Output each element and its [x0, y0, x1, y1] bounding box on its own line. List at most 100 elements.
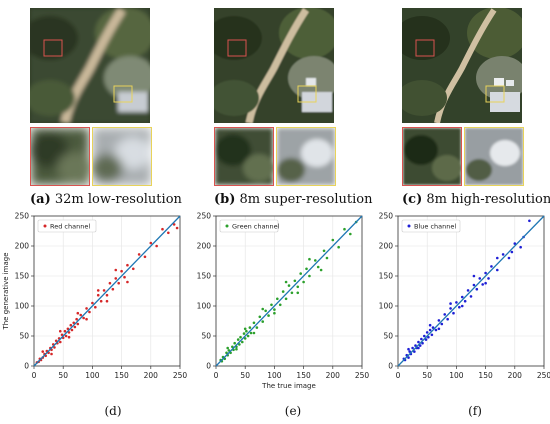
- data-point: [305, 267, 308, 271]
- data-point: [238, 343, 241, 346]
- data-point: [137, 253, 141, 256]
- legend: Red channel: [37, 219, 97, 233]
- legend: Blue channel: [401, 219, 461, 233]
- x-tick-label: 250: [537, 371, 550, 380]
- data-point: [175, 226, 179, 230]
- data-point: [76, 322, 80, 326]
- data-point: [449, 302, 452, 305]
- data-point: [235, 347, 238, 351]
- data-point: [88, 310, 91, 314]
- y-tick-label: 0: [206, 362, 211, 371]
- data-point: [293, 279, 297, 283]
- satellite-image-low-res: [30, 8, 150, 123]
- data-point: [243, 327, 247, 331]
- legend-label: Green channel: [232, 223, 280, 231]
- data-point: [484, 271, 487, 275]
- data-point: [458, 305, 461, 309]
- data-point: [463, 299, 467, 303]
- data-point: [287, 284, 291, 287]
- data-point: [308, 257, 311, 261]
- data-point: [519, 245, 522, 249]
- satellite-image-high-res: [402, 8, 522, 123]
- data-point: [469, 295, 473, 298]
- data-point: [296, 285, 300, 289]
- y-tick-label: 50: [383, 332, 393, 341]
- x-tick-label: 100: [449, 371, 464, 380]
- y-tick-label: 150: [379, 272, 394, 281]
- data-point: [475, 287, 479, 291]
- data-point: [290, 291, 294, 295]
- x-tick-label: 50: [422, 371, 432, 380]
- data-point: [481, 283, 484, 286]
- data-point: [460, 295, 464, 299]
- data-point: [302, 280, 305, 284]
- data-point: [248, 326, 252, 329]
- data-point: [261, 307, 265, 311]
- zoom-inset-yellow-a: [92, 127, 152, 186]
- data-point: [243, 337, 247, 340]
- reference-line: [33, 215, 181, 367]
- data-point: [85, 307, 88, 310]
- data-point: [337, 245, 340, 249]
- data-point: [161, 227, 164, 231]
- zoom-inset-red-a: [30, 127, 90, 186]
- caption-a: (a) 32m low-resolution: [30, 192, 182, 207]
- data-point: [507, 256, 511, 260]
- data-point: [226, 346, 229, 350]
- data-point: [82, 316, 85, 320]
- data-point: [414, 344, 417, 347]
- data-point: [155, 244, 158, 248]
- data-point: [478, 277, 482, 280]
- plot-frame: [215, 215, 363, 367]
- y-tick-label: 0: [388, 362, 393, 371]
- x-tick-label: 150: [296, 371, 311, 380]
- data-point: [443, 313, 447, 316]
- caption-e: (e): [284, 404, 302, 418]
- legend-box: [401, 219, 461, 233]
- data-point: [54, 339, 58, 343]
- data-point: [446, 317, 449, 321]
- data-point: [284, 280, 288, 284]
- data-point: [428, 328, 432, 332]
- data-point: [513, 242, 517, 245]
- data-point: [299, 272, 302, 275]
- data-point: [63, 329, 67, 333]
- data-point: [420, 337, 423, 341]
- data-point: [239, 335, 242, 339]
- caption-d: (d): [104, 404, 122, 418]
- data-point: [102, 289, 106, 292]
- x-tick-label: 0: [396, 371, 401, 380]
- data-point: [126, 263, 129, 267]
- data-point: [431, 326, 435, 329]
- data-point: [41, 350, 45, 353]
- data-point: [460, 304, 464, 308]
- data-point: [53, 346, 56, 349]
- x-tick-label: 200: [144, 371, 159, 380]
- zoom-inset-yellow-c: [464, 127, 524, 186]
- data-point: [472, 283, 476, 287]
- y-axis-label: The generative image: [2, 252, 10, 330]
- data-point: [64, 334, 68, 338]
- data-point: [172, 223, 176, 226]
- data-point: [455, 301, 458, 304]
- data-point: [75, 317, 78, 321]
- data-point: [437, 327, 441, 331]
- data-point: [319, 268, 323, 272]
- x-tick-label: 100: [85, 371, 100, 380]
- x-tick-label: 50: [58, 371, 68, 380]
- data-point: [131, 267, 135, 271]
- data-point: [245, 329, 248, 333]
- data-point: [278, 303, 282, 307]
- data-point: [85, 317, 88, 321]
- data-point: [126, 280, 129, 284]
- data-point: [72, 321, 76, 325]
- data-point: [316, 265, 320, 269]
- data-point: [411, 346, 414, 350]
- data-point: [252, 331, 256, 335]
- x-tick-label: 250: [355, 371, 370, 380]
- plot-frame: [397, 215, 545, 367]
- zoom-inset-red-b: [214, 127, 274, 186]
- data-point: [58, 340, 62, 344]
- data-point: [501, 253, 505, 256]
- data-point: [67, 331, 71, 334]
